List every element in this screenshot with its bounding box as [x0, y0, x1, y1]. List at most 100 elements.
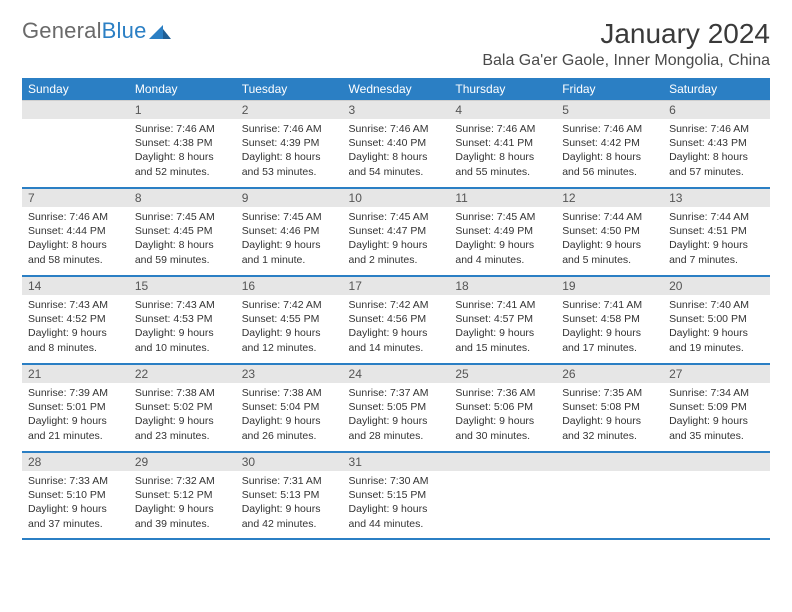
day-number: 29 [129, 452, 236, 471]
weekday-header: Thursday [449, 78, 556, 101]
sunrise-text: Sunrise: 7:30 AM [349, 474, 444, 488]
day-details: Sunrise: 7:41 AMSunset: 4:58 PMDaylight:… [556, 295, 663, 363]
sunrise-text: Sunrise: 7:41 AM [455, 298, 550, 312]
sunset-text: Sunset: 4:42 PM [562, 136, 657, 150]
sunset-text: Sunset: 4:58 PM [562, 312, 657, 326]
daylight-text: Daylight: 9 hours and 37 minutes. [28, 502, 123, 530]
daynum-row: 21222324252627 [22, 364, 770, 383]
day-number: 24 [343, 364, 450, 383]
day-number: 27 [663, 364, 770, 383]
day-number: 13 [663, 188, 770, 207]
day-details [449, 471, 556, 539]
day-number: 31 [343, 452, 450, 471]
sunset-text: Sunset: 5:15 PM [349, 488, 444, 502]
sunset-text: Sunset: 4:51 PM [669, 224, 764, 238]
daylight-text: Daylight: 8 hours and 59 minutes. [135, 238, 230, 266]
sunset-text: Sunset: 4:56 PM [349, 312, 444, 326]
day-number [449, 452, 556, 471]
day-number: 6 [663, 101, 770, 120]
daylight-text: Daylight: 8 hours and 52 minutes. [135, 150, 230, 178]
sunrise-text: Sunrise: 7:36 AM [455, 386, 550, 400]
sunset-text: Sunset: 5:08 PM [562, 400, 657, 414]
day-details: Sunrise: 7:33 AMSunset: 5:10 PMDaylight:… [22, 471, 129, 539]
daylight-text: Daylight: 9 hours and 5 minutes. [562, 238, 657, 266]
sunrise-text: Sunrise: 7:38 AM [242, 386, 337, 400]
sunrise-text: Sunrise: 7:46 AM [669, 122, 764, 136]
daylight-text: Daylight: 9 hours and 32 minutes. [562, 414, 657, 442]
day-number: 9 [236, 188, 343, 207]
day-details: Sunrise: 7:44 AMSunset: 4:50 PMDaylight:… [556, 207, 663, 275]
day-details: Sunrise: 7:30 AMSunset: 5:15 PMDaylight:… [343, 471, 450, 539]
daylight-text: Daylight: 9 hours and 14 minutes. [349, 326, 444, 354]
daylight-text: Daylight: 8 hours and 54 minutes. [349, 150, 444, 178]
day-details: Sunrise: 7:38 AMSunset: 5:04 PMDaylight:… [236, 383, 343, 451]
day-number: 11 [449, 188, 556, 207]
day-details: Sunrise: 7:45 AMSunset: 4:45 PMDaylight:… [129, 207, 236, 275]
day-details: Sunrise: 7:46 AMSunset: 4:39 PMDaylight:… [236, 119, 343, 187]
daylight-text: Daylight: 9 hours and 39 minutes. [135, 502, 230, 530]
sunrise-text: Sunrise: 7:35 AM [562, 386, 657, 400]
sunrise-text: Sunrise: 7:41 AM [562, 298, 657, 312]
day-details: Sunrise: 7:45 AMSunset: 4:46 PMDaylight:… [236, 207, 343, 275]
daylight-text: Daylight: 8 hours and 58 minutes. [28, 238, 123, 266]
sunset-text: Sunset: 4:52 PM [28, 312, 123, 326]
daylight-text: Daylight: 9 hours and 35 minutes. [669, 414, 764, 442]
sunrise-text: Sunrise: 7:43 AM [135, 298, 230, 312]
logo-text-part1: General [22, 18, 102, 43]
sunrise-text: Sunrise: 7:44 AM [669, 210, 764, 224]
weekday-header: Sunday [22, 78, 129, 101]
day-details: Sunrise: 7:43 AMSunset: 4:53 PMDaylight:… [129, 295, 236, 363]
day-number: 21 [22, 364, 129, 383]
day-number: 30 [236, 452, 343, 471]
header: GeneralBlue January 2024 Bala Ga'er Gaol… [22, 18, 770, 70]
daylight-text: Daylight: 9 hours and 23 minutes. [135, 414, 230, 442]
daylight-text: Daylight: 9 hours and 28 minutes. [349, 414, 444, 442]
day-number: 5 [556, 101, 663, 120]
day-details: Sunrise: 7:32 AMSunset: 5:12 PMDaylight:… [129, 471, 236, 539]
sunset-text: Sunset: 4:47 PM [349, 224, 444, 238]
sunset-text: Sunset: 5:06 PM [455, 400, 550, 414]
sunrise-text: Sunrise: 7:42 AM [349, 298, 444, 312]
daylight-text: Daylight: 9 hours and 10 minutes. [135, 326, 230, 354]
sunset-text: Sunset: 4:40 PM [349, 136, 444, 150]
daylight-text: Daylight: 9 hours and 21 minutes. [28, 414, 123, 442]
sunset-text: Sunset: 4:49 PM [455, 224, 550, 238]
daylight-text: Daylight: 9 hours and 2 minutes. [349, 238, 444, 266]
day-number: 7 [22, 188, 129, 207]
daylight-text: Daylight: 9 hours and 4 minutes. [455, 238, 550, 266]
daylight-text: Daylight: 8 hours and 55 minutes. [455, 150, 550, 178]
day-details: Sunrise: 7:31 AMSunset: 5:13 PMDaylight:… [236, 471, 343, 539]
sunset-text: Sunset: 4:38 PM [135, 136, 230, 150]
day-details: Sunrise: 7:43 AMSunset: 4:52 PMDaylight:… [22, 295, 129, 363]
day-details: Sunrise: 7:34 AMSunset: 5:09 PMDaylight:… [663, 383, 770, 451]
sunrise-text: Sunrise: 7:34 AM [669, 386, 764, 400]
daynum-row: 78910111213 [22, 188, 770, 207]
day-number: 19 [556, 276, 663, 295]
day-details: Sunrise: 7:42 AMSunset: 4:56 PMDaylight:… [343, 295, 450, 363]
weekday-header: Tuesday [236, 78, 343, 101]
sunrise-text: Sunrise: 7:44 AM [562, 210, 657, 224]
sunset-text: Sunset: 4:46 PM [242, 224, 337, 238]
day-number: 22 [129, 364, 236, 383]
daylight-text: Daylight: 9 hours and 12 minutes. [242, 326, 337, 354]
daylight-text: Daylight: 9 hours and 17 minutes. [562, 326, 657, 354]
day-number: 23 [236, 364, 343, 383]
day-details: Sunrise: 7:36 AMSunset: 5:06 PMDaylight:… [449, 383, 556, 451]
day-details: Sunrise: 7:38 AMSunset: 5:02 PMDaylight:… [129, 383, 236, 451]
day-details: Sunrise: 7:46 AMSunset: 4:43 PMDaylight:… [663, 119, 770, 187]
sunrise-text: Sunrise: 7:45 AM [135, 210, 230, 224]
daylight-text: Daylight: 8 hours and 57 minutes. [669, 150, 764, 178]
day-number: 3 [343, 101, 450, 120]
day-number: 1 [129, 101, 236, 120]
day-number: 15 [129, 276, 236, 295]
sunrise-text: Sunrise: 7:46 AM [28, 210, 123, 224]
sunset-text: Sunset: 4:43 PM [669, 136, 764, 150]
sunrise-text: Sunrise: 7:46 AM [135, 122, 230, 136]
sunset-text: Sunset: 5:05 PM [349, 400, 444, 414]
sunrise-text: Sunrise: 7:42 AM [242, 298, 337, 312]
daylight-text: Daylight: 9 hours and 42 minutes. [242, 502, 337, 530]
day-details: Sunrise: 7:39 AMSunset: 5:01 PMDaylight:… [22, 383, 129, 451]
day-number: 2 [236, 101, 343, 120]
day-details: Sunrise: 7:42 AMSunset: 4:55 PMDaylight:… [236, 295, 343, 363]
weekday-header: Saturday [663, 78, 770, 101]
